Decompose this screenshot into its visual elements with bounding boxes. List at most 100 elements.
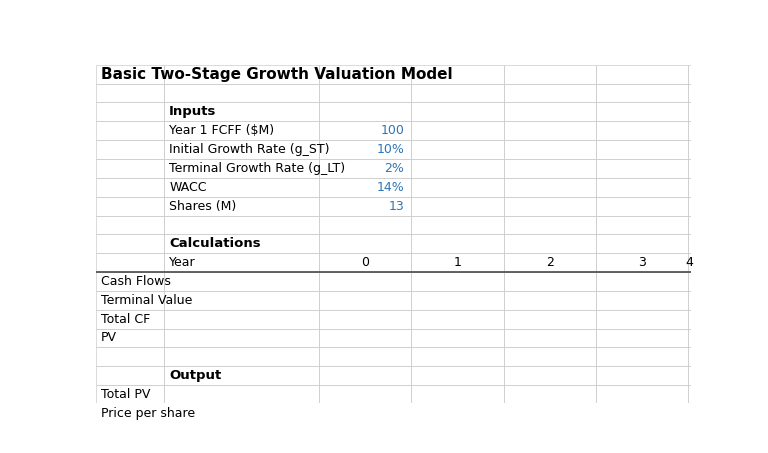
Bar [164, 423, 319, 442]
Bar [412, 310, 504, 328]
Bar [319, 65, 412, 84]
Bar [96, 159, 164, 178]
Bar [504, 65, 596, 84]
Bar [688, 366, 691, 385]
Bar [96, 272, 164, 291]
Text: 14%: 14% [376, 181, 404, 194]
Text: Shares (M): Shares (M) [169, 200, 237, 212]
Bar [96, 216, 164, 234]
Bar [164, 159, 319, 178]
Bar [319, 159, 412, 178]
Bar [164, 404, 319, 423]
Bar [319, 366, 412, 385]
Bar [504, 197, 596, 216]
Text: Year 1 FCFF ($M): Year 1 FCFF ($M) [169, 124, 274, 137]
Bar [596, 347, 688, 366]
Bar [412, 272, 504, 291]
Bar [96, 366, 164, 385]
Bar [596, 253, 688, 272]
Text: 100: 100 [380, 124, 404, 137]
Bar [164, 272, 319, 291]
Bar [319, 178, 412, 197]
Bar [164, 65, 319, 84]
Bar [96, 347, 164, 366]
Bar [688, 234, 691, 253]
Bar [596, 272, 688, 291]
Bar [596, 310, 688, 328]
Bar [412, 102, 504, 121]
Bar [688, 84, 691, 102]
Bar [596, 84, 688, 102]
Bar [319, 291, 412, 310]
Bar [96, 253, 164, 272]
Bar [412, 159, 504, 178]
Bar [412, 291, 504, 310]
Bar [412, 216, 504, 234]
Bar [504, 423, 596, 442]
Bar [412, 121, 504, 140]
Bar [96, 84, 164, 102]
Text: WACC: WACC [169, 181, 207, 194]
Bar [319, 404, 412, 423]
Bar [412, 234, 504, 253]
Bar [164, 102, 319, 121]
Text: Total CF: Total CF [101, 313, 150, 326]
Bar [164, 366, 319, 385]
Text: Output: Output [169, 369, 221, 382]
Bar [504, 234, 596, 253]
Bar [688, 347, 691, 366]
Bar [164, 234, 319, 253]
Bar [412, 84, 504, 102]
Bar [412, 140, 504, 159]
Bar [412, 423, 504, 442]
Bar [688, 328, 691, 347]
Text: Terminal Value: Terminal Value [101, 294, 192, 307]
Bar [596, 385, 688, 404]
Text: 2: 2 [546, 256, 554, 269]
Bar [412, 178, 504, 197]
Bar [688, 121, 691, 140]
Text: 13: 13 [389, 200, 404, 212]
Bar [504, 121, 596, 140]
Bar [412, 197, 504, 216]
Bar [319, 347, 412, 366]
Bar [319, 328, 412, 347]
Text: 1: 1 [454, 256, 462, 269]
Bar [96, 385, 164, 404]
Bar [596, 291, 688, 310]
Bar [164, 385, 319, 404]
Bar [96, 328, 164, 347]
Bar [412, 385, 504, 404]
Bar [319, 197, 412, 216]
Bar [96, 291, 164, 310]
Bar [504, 84, 596, 102]
Bar [319, 84, 412, 102]
Bar [596, 102, 688, 121]
Bar [504, 404, 596, 423]
Text: 3: 3 [638, 256, 646, 269]
Bar [319, 272, 412, 291]
Bar [164, 310, 319, 328]
Bar [96, 234, 164, 253]
Bar [319, 310, 412, 328]
Text: 2%: 2% [385, 162, 404, 175]
Bar [688, 423, 691, 442]
Bar [596, 216, 688, 234]
Bar [319, 234, 412, 253]
Bar [96, 423, 164, 442]
Bar [412, 328, 504, 347]
Bar [504, 216, 596, 234]
Bar [412, 65, 504, 84]
Bar [596, 423, 688, 442]
Bar [504, 140, 596, 159]
Bar [688, 272, 691, 291]
Bar [596, 159, 688, 178]
Bar [319, 216, 412, 234]
Bar [596, 65, 688, 84]
Bar [504, 272, 596, 291]
Bar [688, 216, 691, 234]
Bar [96, 404, 164, 423]
Bar [319, 121, 412, 140]
Bar [164, 328, 319, 347]
Bar [96, 178, 164, 197]
